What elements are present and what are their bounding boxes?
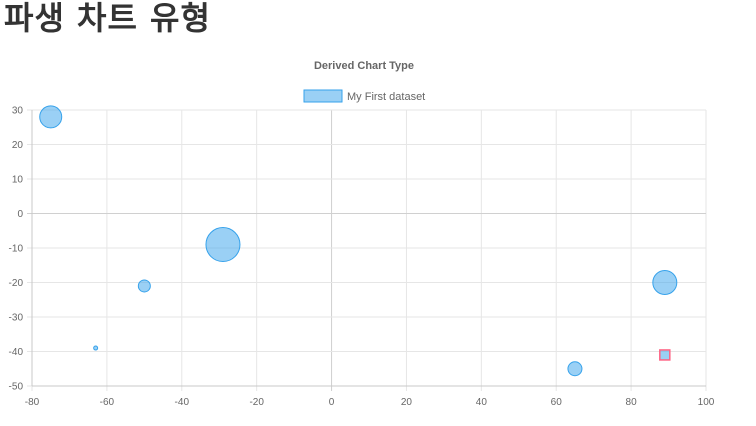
data-point-bubble[interactable] — [652, 270, 678, 295]
legend-swatch[interactable] — [303, 89, 343, 103]
y-tick-label: -20 — [9, 278, 24, 289]
legend[interactable]: My First dataset — [303, 89, 425, 103]
data-point-bubble[interactable] — [567, 361, 583, 377]
bubbles — [39, 105, 678, 377]
x-tick-label: 100 — [698, 397, 715, 408]
y-tick-label: -10 — [9, 244, 24, 255]
y-tick-label: 10 — [12, 175, 24, 186]
x-tick-label: 80 — [626, 397, 638, 408]
grid — [27, 109, 707, 391]
data-point-bubble[interactable] — [205, 227, 241, 263]
x-tick-label: 20 — [401, 397, 413, 408]
y-tick-label: 30 — [12, 106, 24, 117]
y-tick-label: -40 — [9, 347, 24, 358]
axes: -80 -60 -40 -20 0 20 40 60 80 1003020100-10-20-30… — [9, 106, 715, 409]
y-tick-label: -30 — [9, 313, 24, 324]
x-tick-label: -80 — [25, 397, 40, 408]
data-point-highlighted[interactable] — [659, 349, 671, 361]
x-tick-label: -20 — [249, 397, 264, 408]
x-tick-label: -60 — [100, 397, 115, 408]
x-tick-label: 40 — [476, 397, 488, 408]
y-tick-label: -50 — [9, 382, 24, 393]
page-title: 파생 차트 유형 — [4, 0, 211, 37]
data-point-bubble[interactable] — [93, 345, 99, 351]
x-tick-label: 60 — [551, 397, 563, 408]
data-point-bubble[interactable] — [137, 279, 151, 293]
chart-title: Derived Chart Type — [314, 60, 414, 72]
data-point-bubble[interactable] — [39, 105, 63, 129]
y-tick-label: 0 — [17, 209, 23, 220]
y-tick-label: 20 — [12, 140, 24, 151]
legend-label[interactable]: My First dataset — [347, 91, 425, 103]
x-tick-label: 0 — [329, 397, 335, 408]
x-tick-label: -40 — [175, 397, 190, 408]
